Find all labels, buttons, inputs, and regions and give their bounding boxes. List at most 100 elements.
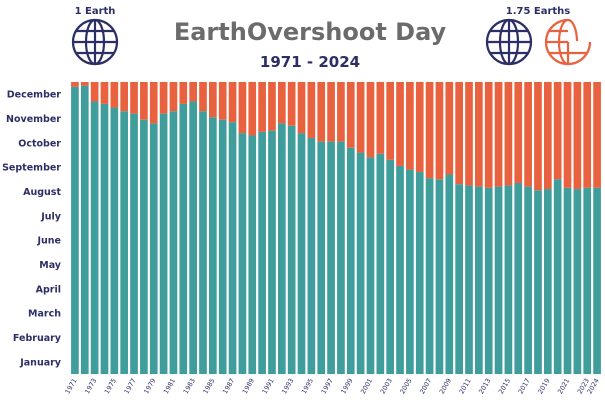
bar-series-1: [199, 111, 207, 374]
bar-series-2: [376, 82, 385, 154]
bar-series-2: [366, 82, 375, 158]
bar-series-2: [199, 82, 207, 112]
globe-right-label: 1.75 Earths: [506, 6, 571, 17]
bar-series-2: [504, 82, 513, 186]
bar-series-2: [553, 82, 562, 180]
bar-series-1: [100, 103, 109, 375]
bar-series-1: [169, 111, 178, 374]
bar-series-1: [317, 141, 326, 374]
year-label: 1987: [221, 377, 236, 395]
bar-series-2: [563, 82, 572, 188]
bar-series-1: [396, 165, 404, 374]
month-label: March: [28, 309, 61, 320]
month-label: August: [23, 187, 61, 198]
month-label: September: [2, 163, 61, 174]
partial-globe-icon: [544, 18, 592, 66]
bar-series-2: [445, 82, 454, 175]
bar-series-2: [317, 82, 326, 142]
bar-series-2: [258, 82, 266, 132]
globe-icon: [485, 18, 533, 66]
bar-series-1: [484, 187, 493, 374]
month-label: January: [19, 357, 62, 368]
bar-series-1: [406, 169, 414, 374]
year-label: 2015: [497, 377, 512, 395]
bar-series-1: [287, 125, 296, 374]
bar-series-2: [149, 82, 158, 124]
month-label: June: [36, 236, 61, 247]
year-label: 1977: [123, 377, 138, 395]
year-label: 1981: [162, 377, 177, 395]
bar-series-2: [346, 82, 355, 148]
year-label: 2019: [536, 377, 551, 395]
bar-series-1: [593, 187, 601, 374]
month-label: October: [18, 138, 61, 149]
bar-series-2: [179, 82, 188, 104]
bar-series-1: [504, 185, 513, 374]
bar-series-1: [90, 101, 99, 374]
month-label: December: [7, 90, 62, 101]
bar-series-2: [543, 82, 552, 190]
bar-series-1: [337, 141, 345, 374]
bar-series-1: [534, 190, 542, 374]
globe-left-label: 1 Earth: [75, 6, 116, 17]
globe-icon: [71, 18, 119, 66]
bar-series-2: [90, 82, 99, 102]
bar-series-1: [228, 122, 237, 375]
bar-series-1: [120, 111, 129, 374]
bar-series-1: [159, 113, 168, 374]
bar-series-2: [277, 82, 286, 124]
bar-series-2: [287, 82, 296, 126]
bar-series-1: [583, 187, 592, 374]
month-label: April: [36, 284, 61, 295]
bar-series-1: [514, 182, 523, 374]
bar-series-2: [337, 82, 345, 142]
x-axis-labels: 1971 1973 1975 1977 1979 1981 1983 1985 1987 1989…: [63, 377, 600, 395]
year-label: 2017: [517, 377, 532, 395]
bar-series-2: [593, 82, 601, 188]
year-label: 1989: [241, 377, 256, 395]
bar-series-1: [209, 117, 217, 375]
year-label: 2009: [438, 377, 453, 395]
bar-series-1: [524, 186, 532, 374]
bar-series-1: [130, 113, 138, 374]
bar-series-1: [563, 187, 572, 374]
bar-series-1: [425, 178, 434, 374]
bar-series-1: [386, 159, 395, 374]
bar-series-2: [465, 82, 473, 186]
year-label: 1993: [280, 377, 295, 395]
bar-series-1: [218, 119, 227, 374]
bar-series-2: [494, 82, 503, 187]
year-label: 1979: [142, 377, 157, 395]
year-label: 1999: [339, 377, 354, 395]
bar-series-2: [159, 82, 168, 114]
bar-series-1: [179, 103, 188, 375]
bar-series-1: [277, 123, 286, 374]
chart-subtitle: 1971 - 2024: [260, 53, 360, 71]
bar-series-2: [189, 82, 197, 102]
bar-series-1: [238, 133, 247, 374]
bar-series-2: [524, 82, 532, 187]
bar-series-2: [583, 82, 592, 188]
bar-series-2: [534, 82, 542, 191]
bar-series-2: [573, 82, 582, 190]
y-axis-labels: January February March April May June July Augu…: [2, 90, 62, 369]
bar-series-2: [130, 82, 138, 114]
bar-series-2: [415, 82, 424, 173]
bar-series-2: [455, 82, 463, 185]
bar-series-2: [169, 82, 178, 112]
bar-series-2: [209, 82, 217, 118]
year-label: 1991: [260, 377, 275, 395]
year-label: 1975: [103, 377, 118, 395]
month-label: February: [13, 333, 62, 344]
year-label: 2007: [418, 377, 433, 395]
bar-series-2: [100, 82, 109, 104]
bars-group: [71, 82, 601, 375]
bar-series-1: [553, 179, 562, 374]
bar-series-2: [356, 82, 365, 153]
bar-series-1: [465, 185, 473, 374]
bar-series-2: [238, 82, 247, 134]
year-label: 1983: [182, 377, 197, 395]
bar-series-1: [445, 174, 454, 374]
bar-series-2: [71, 82, 79, 87]
year-label: 1995: [300, 377, 315, 395]
